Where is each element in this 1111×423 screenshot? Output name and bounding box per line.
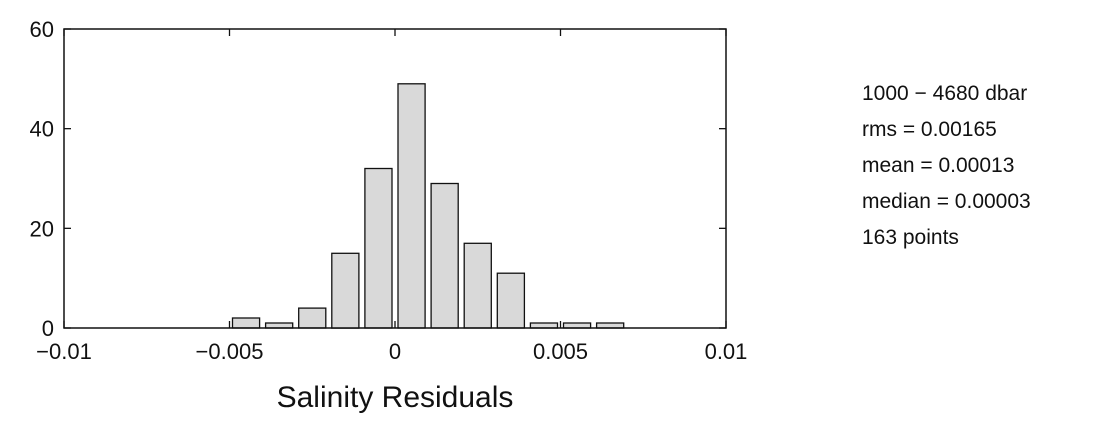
- histogram-bar: [364, 167, 393, 329]
- y-tick-label: 60: [30, 17, 54, 42]
- y-tick-labels: 0 20 40 60: [30, 17, 54, 341]
- x-tick-label: 0.01: [705, 339, 748, 364]
- y-tick-label: 20: [30, 216, 54, 241]
- histogram-bar: [463, 242, 492, 329]
- ticks-layer: [63, 28, 727, 329]
- histogram-bar: [496, 272, 526, 329]
- y-tick-label: 0: [42, 316, 54, 341]
- x-tick-label: 0.005: [533, 339, 588, 364]
- x-axis-title: Salinity Residuals: [277, 381, 514, 414]
- histogram-bar: [231, 317, 261, 329]
- bars-layer: [231, 83, 625, 329]
- x-tick-labels: −0.01 −0.005 0 0.005 0.01: [36, 339, 747, 364]
- points-count-text: 163 points: [862, 226, 959, 249]
- histogram-bar: [331, 252, 360, 329]
- histogram-bar: [298, 307, 327, 329]
- plot-frame: [63, 28, 727, 329]
- median-text: median = 0.00003: [862, 190, 1031, 213]
- depth-range-text: 1000 − 4680 dbar: [862, 82, 1028, 105]
- x-tick-label: 0: [389, 339, 401, 364]
- x-tick-label: −0.005: [196, 339, 264, 364]
- rms-text: rms = 0.00165: [862, 118, 997, 141]
- mean-text: mean = 0.00013: [862, 154, 1015, 177]
- histogram-bar: [397, 83, 426, 329]
- stats-annotation: 1000 − 4680 dbar rms = 0.00165 mean = 0.…: [862, 76, 1031, 256]
- x-tick-label: −0.01: [36, 339, 92, 364]
- histogram-bar: [430, 182, 459, 329]
- histogram-chart: −0.01 −0.005 0 0.005 0.01 0 20 40 60 Salinity R…: [30, 17, 748, 414]
- y-tick-label: 40: [30, 117, 54, 142]
